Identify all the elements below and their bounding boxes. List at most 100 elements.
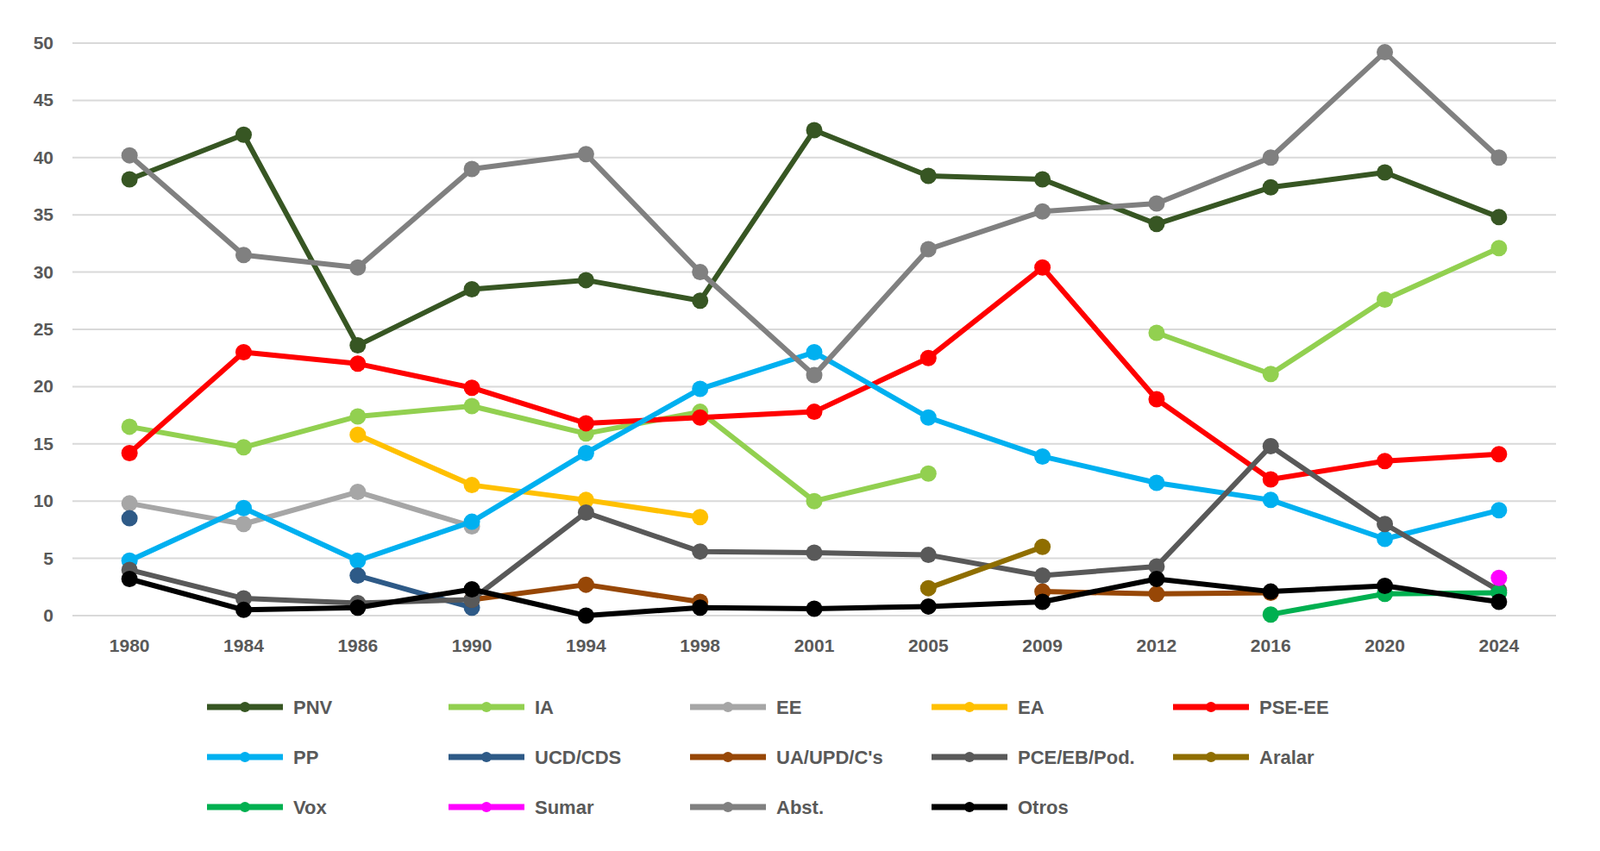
data-point bbox=[1262, 149, 1280, 166]
data-point bbox=[121, 445, 139, 462]
data-point bbox=[1148, 570, 1165, 588]
x-tick-label: 2020 bbox=[1364, 635, 1406, 656]
grid-line bbox=[72, 213, 1557, 216]
legend-label: PNV bbox=[293, 696, 333, 719]
data-point bbox=[1490, 239, 1507, 257]
data-point bbox=[349, 407, 366, 425]
chart: 0510152025303540455019801984198619901994… bbox=[0, 0, 1600, 851]
data-point bbox=[691, 599, 709, 616]
x-tick-label: 2001 bbox=[794, 635, 835, 656]
data-point bbox=[464, 379, 481, 396]
y-tick-label: 30 bbox=[33, 262, 54, 283]
data-point bbox=[1148, 474, 1165, 491]
legend-label: Otros bbox=[1017, 796, 1069, 819]
data-point bbox=[1034, 539, 1051, 556]
grid-line bbox=[72, 42, 1557, 44]
data-point bbox=[349, 337, 366, 354]
data-point bbox=[691, 381, 709, 398]
x-tick-label: 2012 bbox=[1136, 635, 1178, 656]
legend-marker bbox=[481, 802, 492, 813]
data-point bbox=[464, 161, 481, 178]
grid-line bbox=[72, 271, 1557, 274]
data-point bbox=[1490, 208, 1507, 226]
y-tick-label: 20 bbox=[33, 376, 54, 396]
series-line bbox=[928, 546, 1042, 589]
legend-label: Aralar bbox=[1259, 746, 1315, 769]
data-point bbox=[577, 271, 595, 289]
legend-label: Sumar bbox=[534, 796, 595, 819]
data-point bbox=[1034, 594, 1051, 611]
data-point bbox=[920, 241, 937, 258]
data-point bbox=[806, 493, 823, 510]
data-point bbox=[1490, 445, 1507, 463]
plot-area bbox=[121, 43, 1508, 624]
data-point bbox=[1376, 531, 1393, 548]
y-tick-label: 5 bbox=[43, 548, 54, 569]
legend-label: IA bbox=[534, 696, 554, 719]
legend-marker bbox=[1205, 702, 1217, 713]
data-point bbox=[464, 397, 481, 415]
data-point bbox=[1376, 291, 1393, 308]
data-point bbox=[1262, 438, 1280, 455]
data-point bbox=[577, 608, 595, 625]
x-tick-label: 1998 bbox=[679, 635, 721, 656]
x-tick-label: 1990 bbox=[451, 635, 493, 656]
data-point bbox=[1262, 583, 1280, 601]
data-point bbox=[349, 355, 366, 372]
data-point bbox=[806, 544, 823, 561]
legend-label: PP bbox=[293, 746, 319, 769]
data-point bbox=[121, 570, 139, 588]
legend-label: UCD/CDS bbox=[534, 746, 622, 769]
series bbox=[121, 570, 1508, 624]
series-line bbox=[129, 492, 472, 528]
series-line bbox=[129, 130, 1500, 346]
data-point bbox=[1148, 215, 1165, 233]
legend-marker bbox=[722, 702, 734, 713]
data-point bbox=[349, 599, 366, 616]
series bbox=[121, 438, 1508, 612]
data-point bbox=[1034, 203, 1051, 220]
series bbox=[349, 426, 709, 527]
data-point bbox=[1376, 452, 1393, 470]
data-point bbox=[1262, 606, 1280, 623]
data-point bbox=[1034, 448, 1051, 465]
y-tick-label: 50 bbox=[33, 32, 54, 53]
data-point bbox=[349, 483, 366, 501]
data-point bbox=[691, 263, 709, 281]
data-point bbox=[920, 409, 937, 427]
data-point bbox=[577, 504, 595, 521]
data-point bbox=[691, 409, 709, 427]
data-point bbox=[691, 508, 709, 526]
data-point bbox=[235, 344, 252, 361]
series bbox=[121, 121, 1508, 354]
grid-line bbox=[72, 328, 1557, 331]
series bbox=[121, 43, 1508, 383]
data-point bbox=[920, 546, 937, 564]
data-point bbox=[1148, 324, 1165, 341]
data-point bbox=[920, 350, 937, 367]
data-point bbox=[806, 121, 823, 139]
data-point bbox=[806, 601, 823, 618]
legend-marker bbox=[1205, 752, 1217, 763]
data-point bbox=[1034, 567, 1051, 584]
data-point bbox=[1034, 259, 1051, 277]
x-tick-label: 1986 bbox=[337, 635, 378, 656]
legend-marker bbox=[481, 752, 492, 763]
data-point bbox=[920, 465, 937, 483]
data-point bbox=[464, 476, 481, 494]
legend-label: Abst. bbox=[776, 796, 824, 819]
legend-marker bbox=[722, 752, 734, 763]
data-point bbox=[1262, 491, 1280, 509]
data-point bbox=[1262, 179, 1280, 196]
series bbox=[121, 259, 1508, 489]
legend-marker bbox=[239, 802, 251, 813]
data-point bbox=[1376, 515, 1393, 533]
data-point bbox=[691, 292, 709, 309]
data-point bbox=[1490, 594, 1507, 611]
x-tick-label: 2016 bbox=[1250, 635, 1292, 656]
series bbox=[1490, 570, 1507, 587]
x-tick-label: 2009 bbox=[1022, 635, 1063, 656]
y-tick-label: 35 bbox=[33, 204, 55, 225]
series-line bbox=[129, 52, 1500, 376]
data-point bbox=[806, 403, 823, 421]
